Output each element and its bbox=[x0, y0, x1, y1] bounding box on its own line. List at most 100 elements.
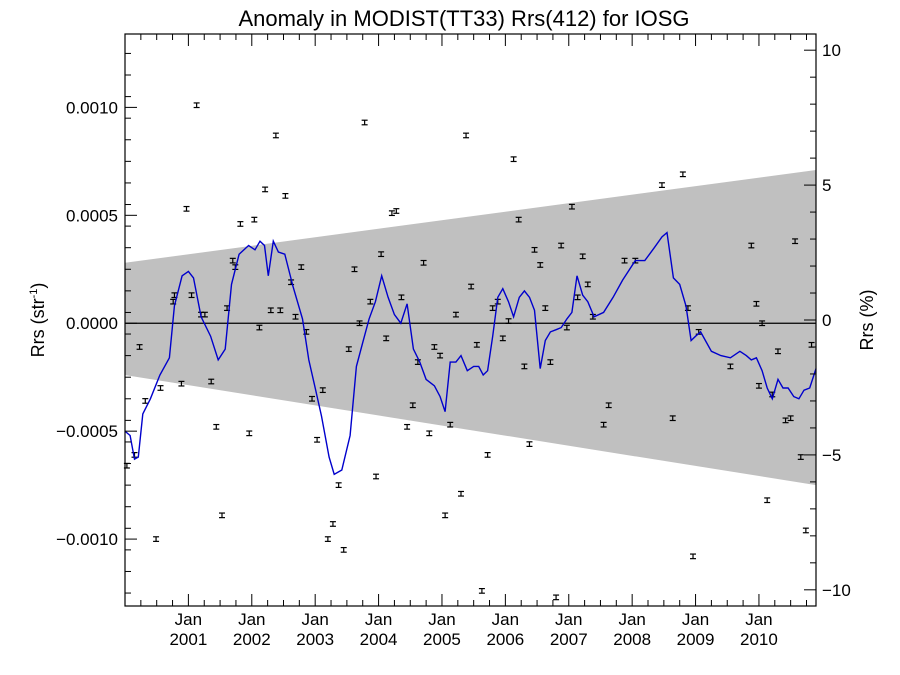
x-tick-year-label: 2009 bbox=[677, 630, 715, 649]
y-axis-left-label-main: Rrs (str bbox=[28, 298, 48, 357]
data-point bbox=[553, 594, 560, 601]
x-tick-month-label: Jan bbox=[365, 610, 392, 629]
data-point bbox=[183, 205, 190, 212]
data-point bbox=[367, 298, 374, 305]
smoothed-line-layer bbox=[124, 231, 817, 476]
data-point bbox=[802, 527, 809, 534]
data-point bbox=[621, 257, 628, 264]
x-tick-year-label: 2004 bbox=[360, 630, 398, 649]
data-point bbox=[515, 216, 522, 223]
data-point bbox=[237, 221, 244, 227]
data-point bbox=[309, 395, 316, 402]
data-point bbox=[457, 490, 464, 497]
data-point bbox=[748, 242, 755, 249]
x-tick-year-label: 2002 bbox=[233, 630, 271, 649]
data-point bbox=[563, 324, 570, 331]
data-point bbox=[727, 363, 734, 370]
data-point bbox=[178, 380, 185, 387]
data-point bbox=[521, 363, 528, 370]
y-axis-left-label-sup: -1 bbox=[28, 289, 40, 299]
data-point bbox=[267, 307, 274, 314]
data-point bbox=[409, 402, 416, 409]
data-point bbox=[193, 102, 200, 109]
x-tick-year-label: 2010 bbox=[740, 630, 778, 649]
x-tick-year-label: 2007 bbox=[550, 630, 588, 649]
data-point bbox=[218, 512, 225, 519]
data-point bbox=[584, 281, 591, 288]
y-axis-left-label-close: ) bbox=[28, 283, 48, 289]
x-tick-month-label: Jan bbox=[492, 610, 519, 629]
x-tick-month-label: Jan bbox=[428, 610, 455, 629]
x-tick-year-label: 2001 bbox=[169, 630, 207, 649]
data-point bbox=[404, 423, 411, 430]
data-point bbox=[426, 430, 433, 437]
data-point bbox=[213, 423, 220, 430]
data-point bbox=[531, 246, 538, 253]
y-right-tick-label: 10 bbox=[822, 41, 841, 60]
data-point bbox=[229, 257, 236, 264]
data-point bbox=[414, 359, 421, 365]
data-point bbox=[600, 421, 607, 428]
data-point bbox=[324, 536, 331, 542]
data-point bbox=[153, 536, 160, 542]
data-point bbox=[157, 385, 164, 391]
data-point bbox=[764, 497, 771, 504]
data-point bbox=[463, 132, 470, 139]
data-point bbox=[568, 203, 575, 210]
data-point bbox=[526, 441, 533, 448]
data-point bbox=[437, 352, 444, 359]
y-left-tick-label: −0.0010 bbox=[56, 530, 118, 549]
data-point bbox=[262, 186, 269, 193]
data-point bbox=[442, 512, 449, 519]
data-point bbox=[431, 344, 438, 350]
data-point bbox=[755, 382, 762, 389]
data-point bbox=[658, 182, 665, 188]
x-tick-month-label: Jan bbox=[555, 610, 582, 629]
data-point bbox=[398, 294, 405, 301]
data-point bbox=[378, 251, 385, 258]
x-tick-year-label: 2008 bbox=[613, 630, 651, 649]
y-axis-left-label: Rrs (str-1) bbox=[28, 283, 48, 358]
y-left-tick-label: 0.0000 bbox=[66, 314, 118, 333]
data-point bbox=[468, 283, 475, 290]
data-point bbox=[447, 421, 454, 428]
data-point bbox=[499, 335, 506, 342]
data-point bbox=[282, 192, 289, 199]
data-point bbox=[484, 452, 491, 458]
data-point bbox=[246, 430, 253, 437]
data-point bbox=[356, 320, 363, 327]
data-point bbox=[547, 359, 554, 365]
data-point bbox=[452, 311, 459, 318]
x-tick-month-label: Jan bbox=[175, 610, 202, 629]
data-point bbox=[188, 292, 195, 299]
data-point bbox=[329, 521, 336, 527]
data-points-layer bbox=[123, 102, 815, 601]
y-right-tick-label: 0 bbox=[822, 311, 831, 330]
data-point bbox=[679, 171, 686, 178]
data-point bbox=[690, 553, 697, 560]
data-point bbox=[753, 300, 760, 307]
x-tick-month-label: Jan bbox=[745, 610, 772, 629]
data-point bbox=[782, 417, 789, 424]
uncertainty-band bbox=[125, 169, 816, 486]
data-point bbox=[340, 546, 347, 553]
data-point bbox=[292, 313, 299, 320]
y-axis-right-label: Rrs (%) bbox=[857, 290, 877, 351]
data-point bbox=[797, 454, 804, 460]
data-point bbox=[351, 266, 358, 273]
data-point bbox=[208, 378, 215, 385]
data-point bbox=[510, 156, 517, 163]
data-point bbox=[319, 387, 326, 394]
data-point bbox=[759, 320, 766, 327]
data-point bbox=[277, 307, 284, 314]
data-point bbox=[478, 587, 485, 594]
tick-labels-layer: 0.0010 0.0005 0.0000 −0.0005 −0.0010 10 5 0 −5 −1… bbox=[56, 41, 851, 649]
y-left-tick-label: −0.0005 bbox=[56, 422, 118, 441]
data-point bbox=[558, 242, 565, 249]
data-point bbox=[361, 119, 368, 126]
data-point bbox=[298, 264, 305, 271]
data-point bbox=[383, 335, 390, 342]
data-point bbox=[420, 259, 427, 266]
data-point bbox=[393, 208, 400, 214]
data-point bbox=[251, 216, 258, 223]
